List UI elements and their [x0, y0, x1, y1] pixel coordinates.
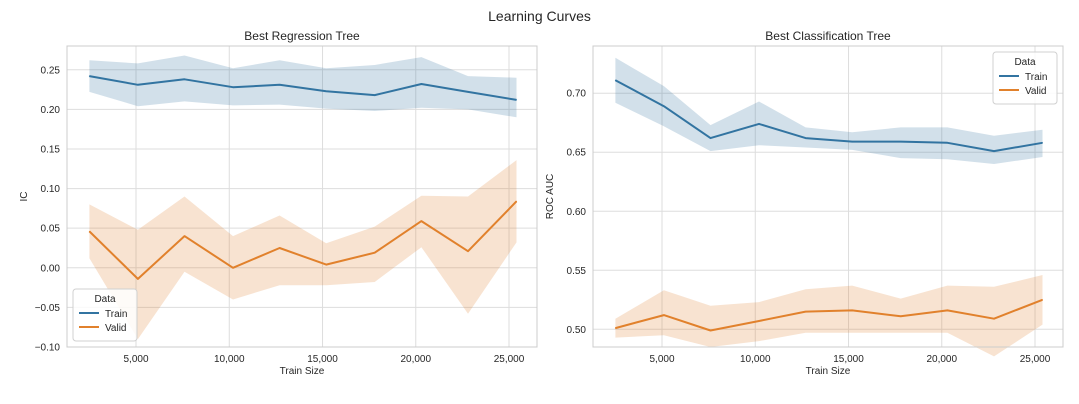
data-point-valid — [325, 264, 327, 266]
data-point-train — [946, 142, 948, 144]
y-tick-label: 0.15 — [41, 144, 61, 155]
data-point-train — [758, 123, 760, 125]
legend-label-valid: Valid — [105, 323, 127, 334]
legend-label-train: Train — [105, 309, 127, 320]
data-point-valid — [374, 252, 376, 254]
y-tick-label: −0.05 — [35, 303, 61, 314]
x-tick-label: 5,000 — [649, 354, 674, 365]
y-tick-label: 0.20 — [41, 105, 61, 116]
data-point-valid — [279, 247, 281, 249]
data-point-train — [710, 137, 711, 139]
x-tick-label: 20,000 — [400, 354, 431, 365]
x-axis-label: Train Size — [806, 366, 851, 377]
y-tick-label: 0.55 — [567, 266, 587, 277]
chart-panel-1: 5,000 10,000 15,000 20,000 25,000 −0.10 −0.05 0… — [19, 29, 538, 377]
axes-frame — [592, 45, 1064, 348]
x-tick-label: 5,000 — [123, 354, 148, 365]
data-point-train — [805, 137, 807, 139]
data-point-valid — [946, 309, 948, 311]
data-point-train — [851, 141, 853, 143]
y-tick-label: 0.05 — [41, 224, 61, 235]
legend-title: Data — [94, 294, 116, 305]
data-point-valid — [137, 278, 139, 280]
confidence-band-valid — [615, 275, 1043, 357]
data-point-valid — [1041, 299, 1043, 301]
y-tick-label: 0.70 — [567, 89, 587, 100]
chart-title: Best Regression Tree — [244, 29, 360, 43]
legend-title: Data — [1014, 57, 1036, 68]
data-point-train — [663, 105, 665, 107]
x-tick-label: 25,000 — [1020, 354, 1051, 365]
data-point-train — [993, 150, 995, 152]
y-tick-label: 0.50 — [567, 325, 587, 336]
data-point-train — [900, 141, 902, 143]
data-point-train — [88, 75, 90, 77]
y-tick-label: 0.25 — [41, 65, 61, 76]
x-tick-label: 10,000 — [214, 354, 245, 365]
series-line-valid — [615, 298, 1043, 332]
data-point-valid — [420, 220, 422, 222]
x-axis-label: Train Size — [280, 366, 325, 377]
data-point-valid — [993, 318, 995, 320]
confidence-band-valid — [89, 160, 517, 340]
data-point-valid — [663, 314, 665, 316]
data-point-train — [515, 99, 517, 101]
data-point-train — [232, 86, 234, 88]
x-tick-label: 15,000 — [307, 354, 338, 365]
data-point-valid — [515, 200, 517, 202]
axes-frame — [66, 45, 538, 348]
series-line-valid — [88, 200, 518, 280]
y-tick-label: −0.10 — [35, 343, 61, 354]
plot-area — [67, 46, 537, 347]
plot-area — [593, 46, 1063, 347]
legend-label-train: Train — [1025, 72, 1047, 83]
legend-label-valid: Valid — [1025, 86, 1047, 97]
data-point-valid — [88, 230, 90, 232]
data-point-valid — [184, 235, 185, 237]
data-point-valid — [851, 309, 853, 311]
chart-title: Best Classification Tree — [765, 29, 891, 43]
data-point-valid — [805, 311, 807, 313]
x-tick-label: 20,000 — [926, 354, 957, 365]
data-point-valid — [467, 250, 469, 252]
x-tick-label: 15,000 — [833, 354, 864, 365]
data-point-valid — [900, 315, 902, 317]
data-point-valid — [232, 267, 234, 269]
figure-title: Learning Curves — [488, 8, 591, 24]
confidence-band-train — [89, 55, 517, 118]
data-point-valid — [614, 327, 616, 329]
data-point-train — [467, 91, 469, 93]
y-tick-label: 0.60 — [567, 207, 587, 218]
data-point-train — [325, 90, 327, 92]
data-point-train — [279, 84, 281, 86]
y-tick-label: 0.10 — [41, 184, 61, 195]
y-tick-label: 0.00 — [41, 263, 61, 274]
data-point-valid — [758, 320, 760, 322]
y-axis-label: ROC AUC — [545, 174, 556, 220]
data-point-train — [184, 78, 185, 80]
data-point-train — [1041, 142, 1043, 144]
x-tick-label: 25,000 — [494, 354, 525, 365]
confidence-band-train — [615, 57, 1043, 164]
x-tick-label: 10,000 — [740, 354, 771, 365]
legend: Data Train Valid — [992, 51, 1058, 105]
y-axis-label: IC — [19, 192, 30, 202]
data-point-train — [614, 79, 616, 81]
data-point-train — [420, 83, 422, 85]
data-point-train — [374, 94, 376, 96]
data-point-valid — [710, 329, 711, 331]
y-tick-label: 0.65 — [567, 148, 587, 159]
data-point-train — [137, 84, 139, 86]
chart-panel-2: 5,000 10,000 15,000 20,000 25,000 0.50 0.55 0.6… — [545, 29, 1064, 377]
series-line-train — [614, 79, 1043, 153]
series-line-train — [89, 75, 517, 101]
legend: Data Train Valid — [72, 288, 138, 342]
